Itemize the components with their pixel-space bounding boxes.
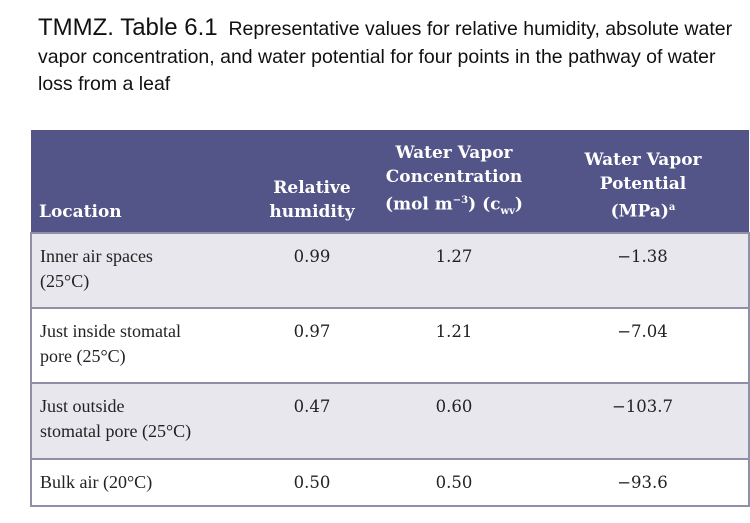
cell-location: Just outside stomatal pore (25°C) (31, 382, 253, 459)
cell-conc: 0.50 (371, 458, 537, 506)
cell-potential: −1.38 (537, 232, 749, 308)
cell-location: Bulk air (20°C) (31, 458, 253, 506)
table-row: Bulk air (20°C) 0.50 0.50 −93.6 (31, 458, 749, 506)
table-caption: TMMZ. Table 6.1 Representative values fo… (38, 14, 738, 99)
cell-conc: 1.21 (371, 307, 537, 383)
table-row: Just outside stomatal pore (25°C) 0.47 0.… (31, 382, 749, 459)
cell-potential: −93.6 (537, 458, 749, 506)
caption-text: Representative values for relative humid… (38, 18, 733, 95)
table-label: TMMZ. Table 6.1 (38, 14, 218, 41)
table-row: Just inside stomatal pore (25°C) 0.97 1.2… (31, 307, 749, 383)
header-location: Location (39, 202, 122, 222)
header-row: Location Relative humidity Water Vapor Con… (31, 130, 749, 233)
data-table: Location Relative humidity Water Vapor Con… (30, 130, 750, 507)
cell-rh: 0.97 (253, 307, 371, 383)
cell-potential: −7.04 (537, 307, 749, 383)
cell-conc: 1.27 (371, 232, 537, 308)
header-concentration: Water Vapor Concentration (mol m−3) (cwv) (385, 142, 523, 217)
header-relative-humidity: Relative humidity (269, 178, 355, 222)
cell-location: Inner air spaces (25°C) (31, 232, 253, 308)
header-potential: Water Vapor Potential (MPa)a (584, 150, 702, 222)
cell-rh: 0.50 (253, 458, 371, 506)
cell-rh: 0.99 (253, 232, 371, 308)
cell-location: Just inside stomatal pore (25°C) (31, 307, 253, 383)
cell-rh: 0.47 (253, 382, 371, 459)
cell-conc: 0.60 (371, 382, 537, 459)
cell-potential: −103.7 (537, 382, 749, 459)
table-row: Inner air spaces (25°C) 0.99 1.27 −1.38 (31, 232, 749, 308)
